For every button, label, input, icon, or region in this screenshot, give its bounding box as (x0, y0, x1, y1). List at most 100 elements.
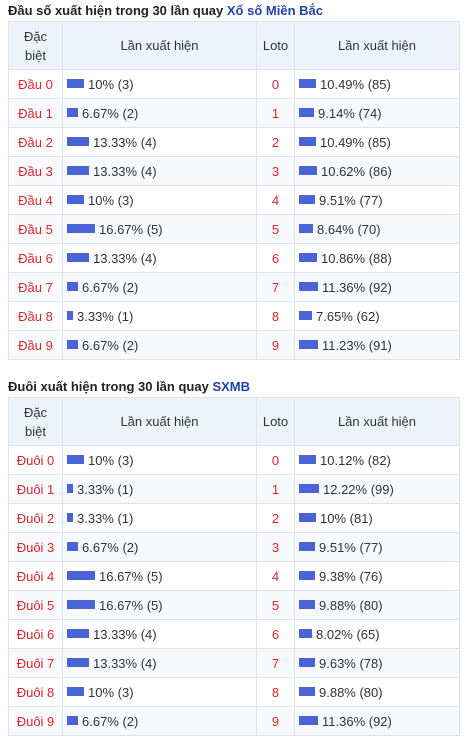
duoi-table: Đặc biệt Lần xuất hiện Loto Lần xuất hiện… (8, 397, 460, 736)
row-loto[interactable]: 7 (256, 648, 295, 678)
row-label[interactable]: Đầu 8 (8, 301, 63, 331)
table-row: Đuôi 8 10% (3) 8 9.88% (80) (8, 677, 460, 707)
row-loto[interactable]: 9 (256, 330, 295, 360)
row-label[interactable]: Đầu 4 (8, 185, 63, 215)
row-loto[interactable]: 8 (256, 677, 295, 707)
percent-bar (299, 282, 318, 292)
row-loto[interactable]: 2 (256, 503, 295, 533)
header-special-line2: biệt (25, 423, 46, 439)
row-loto[interactable]: 6 (256, 243, 295, 273)
row-label[interactable]: Đuôi 7 (8, 648, 63, 678)
percent-bar (299, 513, 316, 523)
table-row: Đầu 8 3.33% (1) 8 7.65% (62) (8, 301, 460, 331)
percent-bar (67, 137, 89, 147)
table-row: Đầu 3 13.33% (4) 3 10.62% (86) (8, 156, 460, 186)
row-loto-count-cell: 9.88% (80) (294, 677, 460, 707)
row-label[interactable]: Đuôi 0 (8, 445, 63, 475)
row-loto-count-cell: 8.02% (65) (294, 619, 460, 649)
row-loto[interactable]: 1 (256, 474, 295, 504)
row-loto-count-text: 9.51% (77) (319, 540, 383, 556)
row-count-cell: 13.33% (4) (62, 648, 257, 678)
row-loto-count-text: 10.49% (85) (320, 77, 391, 93)
row-count-cell: 3.33% (1) (62, 503, 257, 533)
row-count-cell: 16.67% (5) (62, 561, 257, 591)
percent-bar (67, 658, 89, 668)
row-loto[interactable]: 9 (256, 706, 295, 736)
row-count-cell: 6.67% (2) (62, 330, 257, 360)
row-loto[interactable]: 5 (256, 590, 295, 620)
percent-bar (299, 716, 318, 726)
row-loto-count-cell: 10% (81) (294, 503, 460, 533)
row-label[interactable]: Đầu 1 (8, 98, 63, 128)
row-loto[interactable]: 7 (256, 272, 295, 302)
row-count-text: 6.67% (2) (82, 540, 139, 556)
sxmb-link[interactable]: SXMB (212, 379, 250, 394)
row-loto-count-cell: 7.65% (62) (294, 301, 460, 331)
row-count-text: 10% (3) (88, 453, 134, 469)
row-label[interactable]: Đuôi 2 (8, 503, 63, 533)
row-loto[interactable]: 3 (256, 156, 295, 186)
header-special: Đặc biệt (8, 21, 63, 70)
table-row: Đuôi 0 10% (3) 0 10.12% (82) (8, 445, 460, 475)
percent-bar (299, 195, 315, 205)
header-loto-count: Lần xuất hiện (294, 397, 460, 446)
row-label[interactable]: Đuôi 5 (8, 590, 63, 620)
percent-bar (67, 253, 89, 263)
row-label[interactable]: Đầu 2 (8, 127, 63, 157)
row-label[interactable]: Đuôi 6 (8, 619, 63, 649)
percent-bar (299, 253, 317, 263)
row-loto[interactable]: 4 (256, 561, 295, 591)
row-loto-count-text: 9.63% (78) (319, 656, 383, 672)
table-row: Đầu 2 13.33% (4) 2 10.49% (85) (8, 127, 460, 157)
percent-bar (299, 629, 312, 639)
percent-bar (299, 484, 319, 494)
row-label[interactable]: Đầu 7 (8, 272, 63, 302)
section-dau-title-text: Đầu số xuất hiện trong 30 lần quay (8, 3, 224, 18)
row-loto[interactable]: 0 (256, 69, 295, 99)
row-loto-count-text: 10.86% (88) (321, 251, 392, 267)
percent-bar (299, 542, 315, 552)
percent-bar (67, 484, 73, 494)
table-row: Đuôi 7 13.33% (4) 7 9.63% (78) (8, 648, 460, 678)
row-loto[interactable]: 4 (256, 185, 295, 215)
row-count-text: 16.67% (5) (99, 569, 163, 585)
row-count-cell: 3.33% (1) (62, 474, 257, 504)
row-loto-count-cell: 12.22% (99) (294, 474, 460, 504)
percent-bar (67, 600, 95, 610)
row-label[interactable]: Đuôi 3 (8, 532, 63, 562)
header-special-line1: Đặc (23, 404, 48, 420)
percent-bar (67, 455, 84, 465)
row-count-text: 13.33% (4) (93, 164, 157, 180)
row-label[interactable]: Đuôi 9 (8, 706, 63, 736)
row-loto[interactable]: 5 (256, 214, 295, 244)
row-count-cell: 10% (3) (62, 445, 257, 475)
row-count-text: 16.67% (5) (99, 598, 163, 614)
row-label[interactable]: Đầu 3 (8, 156, 63, 186)
row-loto[interactable]: 2 (256, 127, 295, 157)
row-label[interactable]: Đầu 6 (8, 243, 63, 273)
row-count-text: 13.33% (4) (93, 135, 157, 151)
row-label[interactable]: Đầu 0 (8, 69, 63, 99)
percent-bar (67, 108, 78, 118)
row-loto-count-text: 9.51% (77) (319, 193, 383, 209)
row-count-cell: 13.33% (4) (62, 243, 257, 273)
table-row: Đuôi 2 3.33% (1) 2 10% (81) (8, 503, 460, 533)
row-label[interactable]: Đuôi 1 (8, 474, 63, 504)
row-loto-count-cell: 11.36% (92) (294, 272, 460, 302)
row-count-cell: 3.33% (1) (62, 301, 257, 331)
percent-bar (67, 224, 95, 234)
row-loto[interactable]: 1 (256, 98, 295, 128)
xsmb-link[interactable]: Xổ số Miền Bắc (226, 3, 323, 18)
row-label[interactable]: Đầu 9 (8, 330, 63, 360)
table-row: Đầu 9 6.67% (2) 9 11.23% (91) (8, 330, 460, 360)
row-loto[interactable]: 8 (256, 301, 295, 331)
table-row: Đầu 7 6.67% (2) 7 11.36% (92) (8, 272, 460, 302)
row-loto[interactable]: 0 (256, 445, 295, 475)
row-loto[interactable]: 3 (256, 532, 295, 562)
row-loto[interactable]: 6 (256, 619, 295, 649)
row-label[interactable]: Đuôi 8 (8, 677, 63, 707)
row-label[interactable]: Đầu 5 (8, 214, 63, 244)
header-count: Lần xuất hiện (62, 21, 257, 70)
row-label[interactable]: Đuôi 4 (8, 561, 63, 591)
row-loto-count-text: 8.64% (70) (317, 222, 381, 238)
